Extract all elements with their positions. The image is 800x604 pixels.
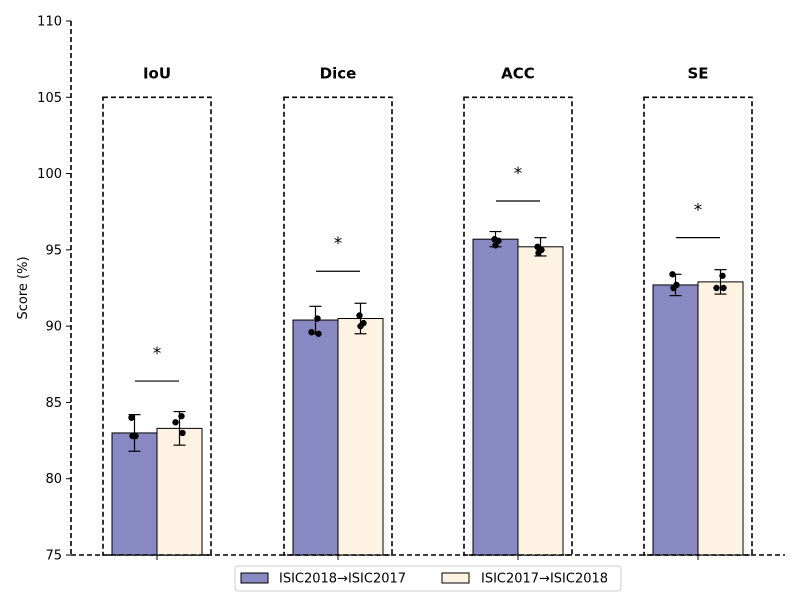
category-title-se: SE (687, 64, 708, 82)
data-point (357, 322, 364, 330)
significance-star-dice: * (334, 234, 343, 254)
data-point (315, 330, 322, 337)
bar-acc-series-1 (472, 238, 519, 556)
y-tick-label: 100 (37, 167, 62, 182)
significance-star-acc: * (514, 164, 523, 184)
data-point (128, 414, 135, 421)
data-point (172, 419, 179, 426)
bar-dice-series-1 (292, 319, 339, 556)
category-titles: IoU Dice ACC SE (143, 64, 709, 82)
data-point (129, 432, 136, 440)
legend-swatch-series-2 (441, 572, 470, 584)
data-point (713, 284, 720, 292)
y-tick-label: 110 (37, 15, 62, 30)
legend: ISIC2018→ISIC2017 ISIC2017→ISIC2018 (234, 565, 622, 592)
data-point (719, 272, 726, 279)
significance-layer: * * * * (135, 164, 720, 382)
legend-label-series-1: ISIC2018→ISIC2017 (279, 572, 406, 587)
bars-layer (111, 238, 744, 556)
error-bars-layer (128, 230, 727, 452)
y-tick-label: 105 (37, 91, 62, 106)
legend-frame (234, 565, 622, 592)
y-tick-label: 90 (45, 320, 62, 335)
significance-star-iou: * (153, 344, 162, 364)
category-title-acc: ACC (501, 64, 535, 82)
bar-acc-series-2 (517, 246, 564, 556)
bar-se-series-1 (652, 284, 699, 556)
y-axis-label: Score (%) (16, 256, 31, 319)
y-tick-label: 80 (45, 472, 62, 487)
bar-iou-series-1 (111, 432, 158, 556)
legend-swatch-series-1 (240, 572, 269, 584)
data-point (308, 329, 315, 336)
category-title-dice: Dice (320, 64, 357, 82)
category-title-iou: IoU (143, 64, 171, 82)
bar-se-series-2 (697, 281, 744, 556)
bar-iou-series-2 (156, 427, 203, 556)
bar-dice-series-2 (337, 318, 384, 556)
data-point (535, 249, 542, 257)
points-layer (128, 235, 727, 440)
y-tick-label: 85 (45, 396, 62, 411)
y-tick-label: 75 (45, 549, 62, 564)
data-point (669, 271, 676, 278)
data-point (178, 412, 185, 420)
axes-layer: 75 80 85 90 95 100 105 110 Score (%) (16, 15, 785, 564)
data-point (670, 284, 677, 292)
data-point (495, 237, 502, 244)
data-point (720, 284, 727, 292)
significance-star-se: * (694, 201, 703, 221)
legend-label-series-2: ISIC2017→ISIC2018 (481, 572, 608, 587)
data-point (492, 242, 499, 249)
data-point (314, 315, 321, 322)
data-point (179, 429, 186, 437)
data-point (356, 312, 363, 319)
y-tick-label: 95 (45, 243, 62, 258)
